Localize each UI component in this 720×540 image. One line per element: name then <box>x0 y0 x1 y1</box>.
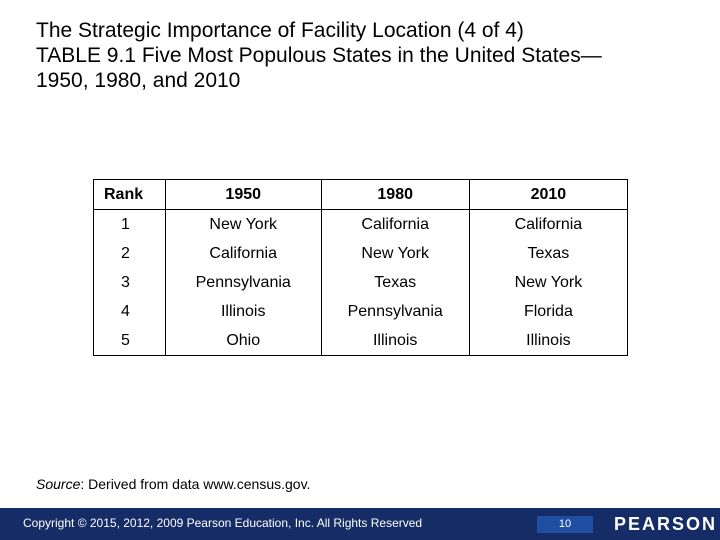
header-2010: 2010 <box>468 179 629 210</box>
table-caption: TABLE 9.1 Five Most Populous States in t… <box>36 44 581 67</box>
rank-cell: 1 <box>93 209 166 239</box>
state-1980-cell: Pennsylvania <box>320 297 470 326</box>
table-row: 4 Illinois Pennsylvania Florida <box>93 297 629 326</box>
table-row: 2 California New York Texas <box>93 239 629 268</box>
title-dash: — <box>580 44 602 67</box>
rank-cell: 4 <box>93 297 166 326</box>
pearson-logo: PEARSON <box>614 514 718 534</box>
header-1950: 1950 <box>164 179 322 210</box>
state-2010-cell: Illinois <box>468 326 629 356</box>
source-text: : Derived from data www.census.gov. <box>80 476 311 492</box>
table-header-row: Rank 1950 1980 2010 <box>93 179 629 210</box>
table-row: 1 New York California California <box>93 209 629 239</box>
title-line-2: TABLE 9.1 Five Most Populous States in t… <box>36 43 696 68</box>
footer-bar: Copyright © 2015, 2012, 2009 Pearson Edu… <box>0 508 720 540</box>
source-label: Source <box>36 476 81 492</box>
header-rank: Rank <box>93 179 166 210</box>
state-2010-cell: New York <box>468 268 629 297</box>
state-1950-cell: Ohio <box>164 326 322 356</box>
table-row: 5 Ohio Illinois Illinois <box>93 326 629 356</box>
state-1980-cell: California <box>320 209 470 239</box>
title-line-3: 1950, 1980, and 2010 <box>36 69 241 92</box>
slide-title: The Strategic Importance of Facility Loc… <box>36 18 696 93</box>
header-1980: 1980 <box>320 179 470 210</box>
state-1950-cell: Illinois <box>164 297 322 326</box>
state-1950-cell: Pennsylvania <box>164 268 322 297</box>
rank-cell: 3 <box>93 268 166 297</box>
state-2010-cell: Texas <box>468 239 629 268</box>
rank-cell: 5 <box>93 326 166 356</box>
rank-cell: 2 <box>93 239 166 268</box>
table-row: 3 Pennsylvania Texas New York <box>93 268 629 297</box>
state-1980-cell: New York <box>320 239 470 268</box>
state-1950-cell: New York <box>164 209 322 239</box>
state-1980-cell: Texas <box>320 268 470 297</box>
state-2010-cell: Florida <box>468 297 629 326</box>
populous-states-table: Rank 1950 1980 2010 1 New York Californi… <box>93 179 629 356</box>
title-line-1: The Strategic Importance of Facility Loc… <box>36 19 524 42</box>
source-note: Source: Derived from data www.census.gov… <box>36 476 310 492</box>
page-number: 10 <box>537 516 593 533</box>
state-1980-cell: Illinois <box>320 326 470 356</box>
copyright-text: Copyright © 2015, 2012, 2009 Pearson Edu… <box>23 516 423 530</box>
state-2010-cell: California <box>468 209 629 239</box>
state-1950-cell: California <box>164 239 322 268</box>
